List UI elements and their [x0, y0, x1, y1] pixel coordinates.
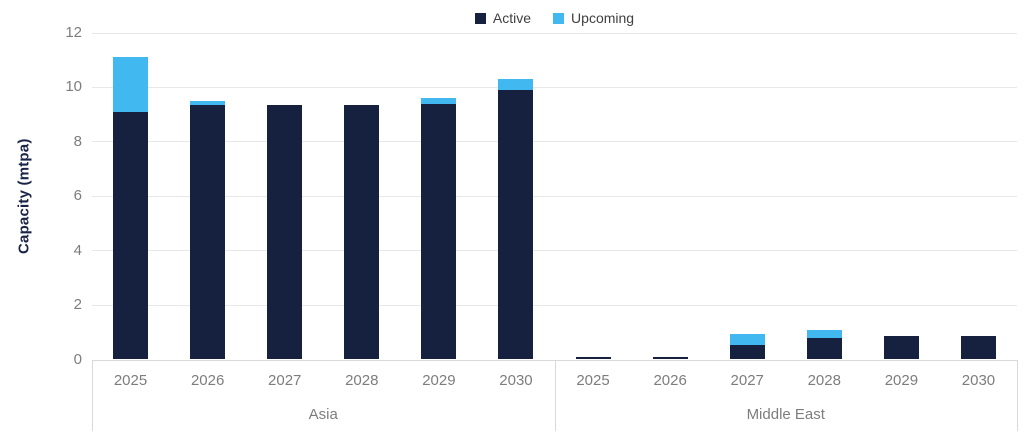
x-tick-label: 2028: [807, 372, 841, 389]
bar-active-segment: [729, 344, 765, 360]
gridline: [92, 32, 1017, 34]
x-tick-label: 2026: [190, 372, 225, 389]
y-axis-title: Capacity (mtpa): [15, 138, 33, 255]
bar-active-segment: [960, 336, 996, 360]
x-tick-label: 2030: [961, 372, 996, 389]
x-tick-label: 2029: [422, 372, 456, 389]
gridline: [92, 195, 1017, 197]
bar-active-segment: [267, 105, 303, 360]
axis-separator: [1017, 359, 1018, 431]
axis-separator: [554, 359, 556, 431]
x-tick-label: 2027: [730, 372, 764, 389]
bar-upcoming-segment: [113, 57, 149, 112]
legend-swatch-active-icon: [474, 12, 486, 24]
x-tick-label: 2025: [113, 372, 148, 389]
legend-label-upcoming: Upcoming: [571, 10, 635, 26]
bar-upcoming-segment: [421, 98, 457, 104]
y-tick-label: 12: [65, 24, 82, 41]
legend-item-upcoming: Upcoming: [553, 10, 634, 26]
y-tick-label: 10: [65, 78, 82, 96]
bar-active-segment: [190, 105, 226, 360]
legend-item-active: Active: [474, 10, 532, 26]
y-tick-label: 4: [73, 241, 82, 259]
bar-active-segment: [421, 103, 457, 360]
group-label-asia: Asia: [308, 406, 338, 423]
bar-upcoming-segment: [190, 101, 226, 106]
bar-active-segment: [883, 336, 919, 360]
y-tick-label: 2: [73, 296, 82, 314]
bar-active-segment: [113, 111, 149, 360]
bar-active-segment: [652, 356, 688, 360]
gridline: [92, 86, 1017, 88]
bar-upcoming-segment: [498, 79, 534, 91]
x-tick-label: 2027: [268, 372, 302, 389]
x-tick-label: 2029: [884, 372, 919, 389]
x-tick-label: 2028: [345, 372, 379, 389]
bar-upcoming-segment: [806, 329, 842, 338]
bar-active-segment: [575, 356, 611, 360]
gridline: [92, 304, 1017, 306]
axis-separator: [92, 359, 93, 431]
bar-active-segment: [806, 337, 842, 360]
x-tick-label: 2025: [576, 372, 610, 389]
group-label-middle-east: Middle East: [746, 406, 825, 423]
x-tick-label: 2026: [653, 372, 687, 389]
bar-active-segment: [498, 90, 534, 360]
y-tick-label: 8: [73, 132, 82, 150]
gridline: [92, 141, 1017, 143]
legend-label-active: Active: [492, 10, 532, 26]
bar-active-segment: [344, 105, 380, 360]
x-tick-label: 2030: [499, 372, 533, 389]
y-tick-label: 6: [73, 187, 82, 205]
y-tick-label: 0: [73, 350, 82, 368]
bar-upcoming-segment: [729, 333, 765, 345]
legend-swatch-upcoming-icon: [553, 12, 565, 24]
gridline: [92, 250, 1017, 252]
legend: Active Upcoming: [92, 6, 1017, 30]
